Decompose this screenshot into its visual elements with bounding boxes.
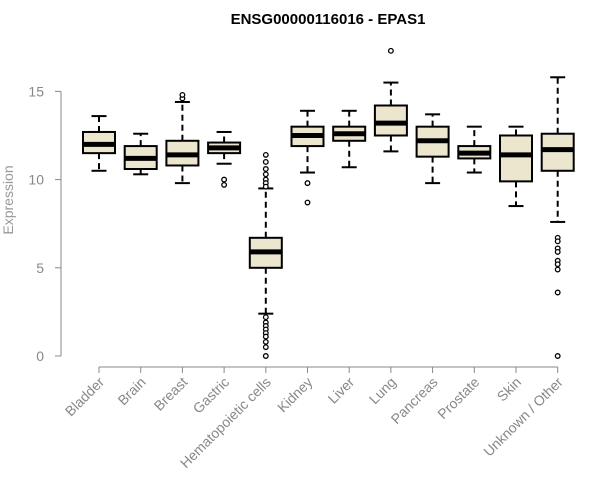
outlier-point [262, 344, 269, 351]
box-gastric [207, 130, 242, 188]
x-tick-label: Kidney [274, 374, 316, 416]
boxes-group [82, 47, 575, 359]
y-axis: 0 5 10 15 [28, 83, 62, 364]
y-tick-label: 10 [28, 172, 44, 188]
outlier-point [262, 171, 269, 178]
box-brain [123, 132, 158, 176]
x-tick-label: Unknown / Other [480, 374, 566, 460]
outlier-point [262, 314, 269, 321]
outlier-point [262, 333, 269, 340]
outlier-point [179, 91, 186, 98]
y-axis-label: Expression [0, 165, 16, 234]
box-body [540, 132, 575, 172]
outlier-point [554, 289, 561, 296]
outlier-point [262, 159, 269, 165]
box-prostate [457, 125, 492, 174]
x-tick-label: Bladder [62, 374, 108, 420]
x-tick-label: Prostate [434, 374, 482, 422]
x-tick-label: Breast [151, 374, 191, 414]
box-lung [373, 47, 408, 153]
box-body [373, 104, 408, 137]
box-bladder [82, 115, 116, 172]
box-liver [332, 109, 367, 169]
x-tick-label: Liver [325, 374, 358, 407]
outlier-point [554, 266, 561, 273]
outlier-point [262, 338, 269, 345]
y-tick-label: 0 [36, 348, 44, 364]
outlier-point [262, 183, 269, 190]
outlier-point [554, 248, 561, 255]
box-body [499, 134, 533, 183]
box-skin [499, 125, 533, 208]
box-kidney [290, 109, 325, 206]
outlier-point [554, 238, 561, 245]
outlier-point [554, 353, 561, 359]
x-tick-label: Skin [494, 374, 525, 405]
chart-title: ENSG00000116016 - EPAS1 [231, 11, 426, 28]
box-hematopoietic-cells [248, 151, 283, 359]
outlier-point [304, 180, 311, 187]
outlier-point [262, 353, 269, 359]
box-pancreas [415, 113, 450, 185]
outlier-point [387, 47, 394, 54]
box-unknown-other [540, 76, 575, 359]
y-tick-label: 5 [36, 260, 44, 276]
x-tick-label: Brain [114, 374, 148, 408]
outlier-point [262, 151, 269, 158]
outlier-point [221, 181, 228, 188]
outlier-point [554, 261, 561, 268]
outlier-point [262, 166, 269, 172]
box-breast [165, 91, 200, 185]
y-tick-label: 15 [28, 83, 44, 99]
outlier-point [304, 199, 311, 206]
outlier-point [221, 176, 228, 183]
x-tick-label: Lung [366, 374, 399, 407]
